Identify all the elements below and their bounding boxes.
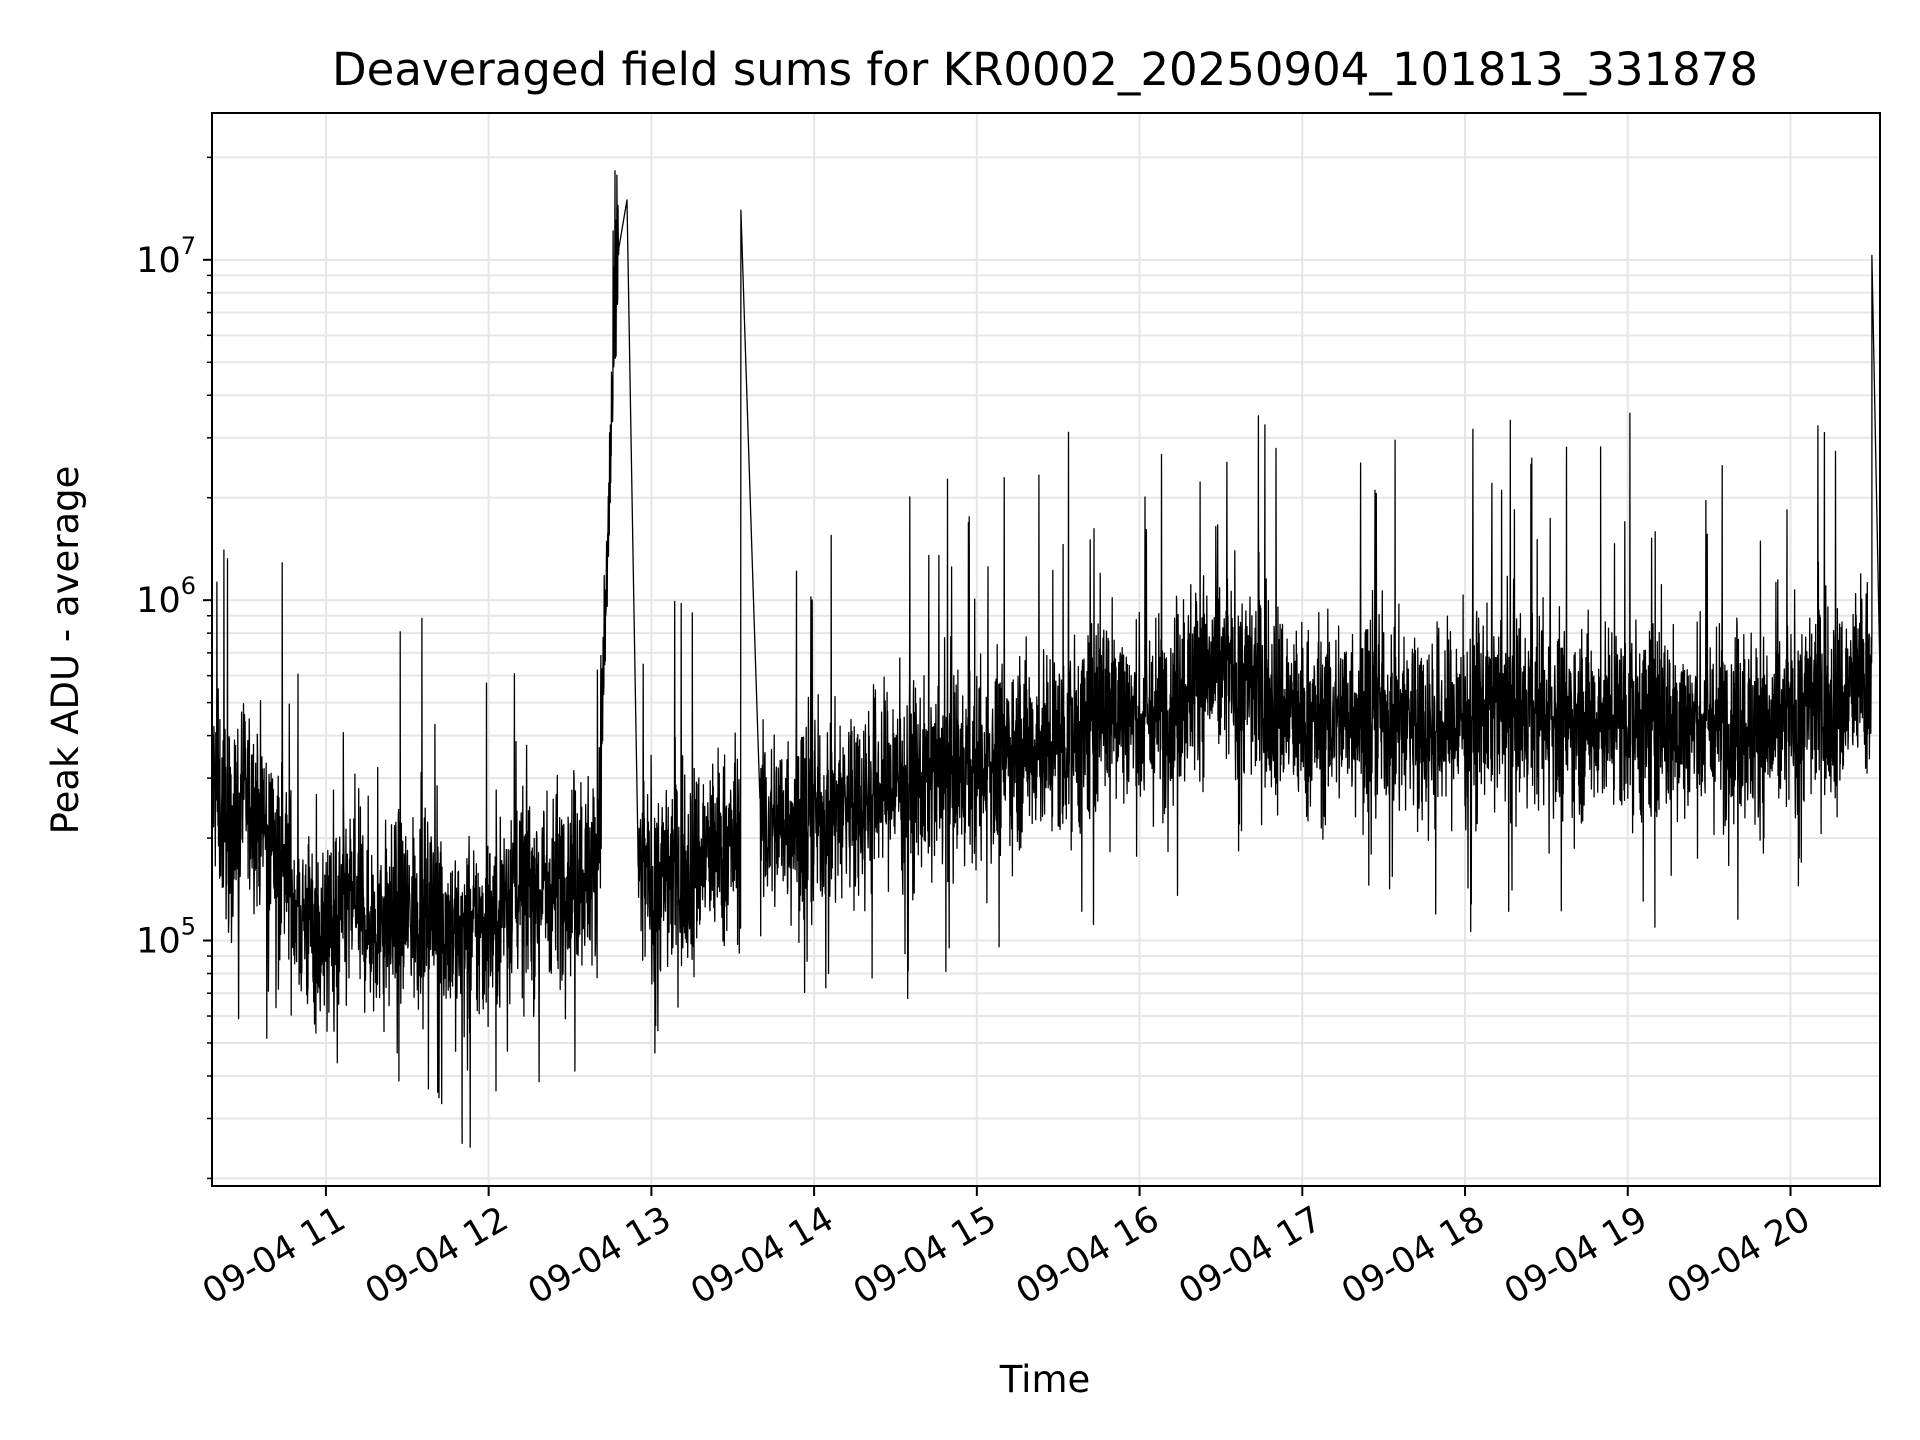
x-tick-label: 09-04 12 — [359, 1199, 515, 1312]
x-tick-label: 09-04 11 — [196, 1199, 352, 1312]
x-axis-label: Time — [999, 1358, 1091, 1401]
x-tick-label: 09-04 16 — [1010, 1199, 1166, 1312]
x-tick-label: 09-04 14 — [684, 1199, 840, 1312]
y-axis: 105 106 107 — [136, 156, 212, 1180]
x-tick-label: 09-04 18 — [1335, 1199, 1491, 1312]
y-axis-label: Peak ADU - average — [44, 466, 87, 835]
x-tick-label: 09-04 13 — [522, 1199, 678, 1312]
y-tick-label: 107 — [136, 232, 196, 281]
x-axis: 09-04 11 09-04 12 09-04 13 09-04 14 09-04 15… — [196, 1186, 1817, 1312]
series-line — [211, 170, 1881, 1148]
y-tick-label: 106 — [136, 572, 196, 621]
x-tick-label: 09-04 19 — [1498, 1199, 1654, 1312]
x-tick-label: 09-04 20 — [1661, 1199, 1817, 1312]
x-tick-label: 09-04 17 — [1173, 1199, 1329, 1312]
x-tick-label: 09-04 15 — [847, 1199, 1003, 1312]
chart-title: Deaveraged field sums for KR0002_2025090… — [332, 43, 1758, 96]
y-tick-label: 105 — [136, 913, 196, 962]
grid — [212, 113, 1880, 1186]
plot-frame — [211, 112, 1881, 1187]
